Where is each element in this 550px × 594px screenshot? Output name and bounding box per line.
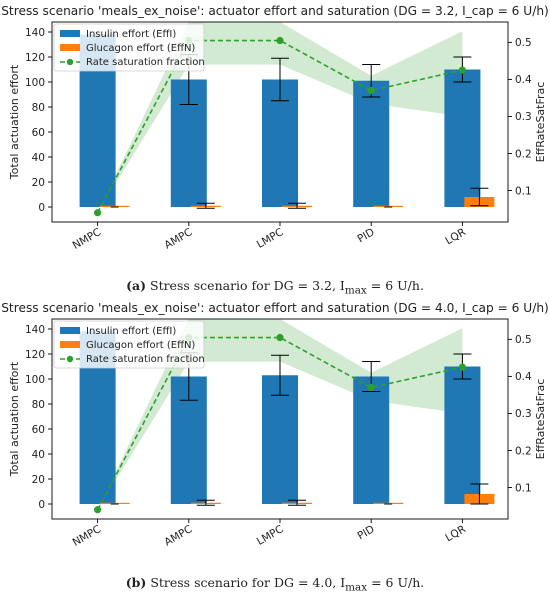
chart-a-ytick-label-140: 140 <box>25 27 45 39</box>
chart-a-ytick-label-120: 120 <box>25 52 45 64</box>
chart-b-ylabel: Total actuation effort <box>8 361 21 477</box>
chart-a-xtick-label-lqr: LQR <box>443 226 468 247</box>
chart-a-legend-insulin-label: Insulin effort (EffI) <box>86 29 176 40</box>
chart-a-xtick-label-nmpc: NMPC <box>71 226 103 252</box>
caption-b-tail: = 6 U/h. <box>367 575 425 590</box>
caption-a: (a) Stress scenario for DG = 3.2, Imax =… <box>0 278 550 297</box>
chart-b-rate-point-nmpc <box>94 506 102 514</box>
chart-b-rate-point-lqr <box>458 363 466 371</box>
chart-b-y2tick-label-0.4: 0.4 <box>515 371 532 383</box>
chart-b-rate-line <box>96 336 463 511</box>
chart-b-ytick-label-120: 120 <box>25 349 45 361</box>
chart-a-xtick-label-pid: PID <box>356 226 377 245</box>
chart-a-glucagon-bar-pid <box>373 205 404 207</box>
chart-a-legend-rate-label: Rate saturation fraction <box>86 57 205 68</box>
chart-b-title: Stress scenario 'meals_ex_noise': actuat… <box>1 301 549 315</box>
chart-a-legend-rate-marker <box>66 58 74 66</box>
chart-b-insulin-bar-pid <box>353 376 390 504</box>
chart-a-rate-point-lmpc <box>276 36 284 45</box>
figure-panel-a: Stress scenario 'meals_ex_noise': actuat… <box>0 4 550 297</box>
figure-panel-b: Stress scenario 'meals_ex_noise': actuat… <box>0 297 550 594</box>
chart-b-legend-rate-label: Rate saturation fraction <box>86 354 205 365</box>
chart-a-y2tick-label-0.1: 0.1 <box>515 185 532 197</box>
chart-a-legend-box <box>53 23 205 72</box>
chart-a-ytick-label-0: 0 <box>38 202 45 214</box>
chart-a-rate-point-lqr <box>458 66 466 74</box>
chart-a-legend-glucagon-label: Glucagon effort (EffN) <box>86 43 195 54</box>
chart-a-ytick-label-100: 100 <box>25 77 45 89</box>
chart-b-rate-point-pid <box>367 383 375 392</box>
chart-b-legend-box <box>53 320 205 369</box>
chart-b-xtick-label-ampc: AMPC <box>162 523 194 548</box>
chart-b-glucagon-bar-pid <box>373 502 404 504</box>
chart-b-legend-glucagon-label: Glucagon effort (EffN) <box>86 340 195 351</box>
chart-a-title: Stress scenario 'meals_ex_noise': actuat… <box>1 4 549 18</box>
caption-b-text: Stress scenario for DG = 4.0, I <box>150 575 346 590</box>
caption-b: (b) Stress scenario for DG = 4.0, Imax =… <box>0 575 550 594</box>
chart-b-ytick-label-100: 100 <box>25 374 45 386</box>
chart-b-insulin-bar-lqr <box>444 366 481 504</box>
chart-b-y2tick-label-0.3: 0.3 <box>515 408 532 420</box>
chart-a-xtick-label-lmpc: LMPC <box>255 226 286 251</box>
chart-b-legend-rate-marker <box>66 355 74 363</box>
chart-b-legend-glucagon-swatch <box>60 341 80 348</box>
caption-a-tag: (a) <box>126 278 147 293</box>
chart-a-ylabel: Total actuation effort <box>8 64 21 180</box>
chart-b-ytick-label-40: 40 <box>32 449 45 461</box>
chart-a-y2tick-label-0.3: 0.3 <box>515 111 532 123</box>
chart-a-rate-point-nmpc <box>94 209 102 217</box>
chart-a-ytick-label-20: 20 <box>32 177 45 189</box>
chart-b-legend-insulin-label: Insulin effort (EffI) <box>86 326 176 337</box>
chart-a: Stress scenario 'meals_ex_noise': actuat… <box>1 4 549 252</box>
chart-b-ylabel-right: EffRateSatFrac <box>534 379 547 460</box>
chart-a-legend-insulin-swatch <box>60 30 80 37</box>
chart-a-y2tick-label-0.4: 0.4 <box>515 74 532 86</box>
chart-b-y2tick-label-0.1: 0.1 <box>515 482 532 494</box>
chart-b-insulin-bar-lmpc <box>262 375 298 504</box>
chart-b-ytick-label-80: 80 <box>32 399 45 411</box>
chart-b: Stress scenario 'meals_ex_noise': actuat… <box>1 301 549 549</box>
chart-a-y2tick-label-0.2: 0.2 <box>515 148 532 160</box>
chart-b-glucagon-bar-nmpc <box>99 502 130 504</box>
caption-a-tail: = 6 U/h. <box>366 278 424 293</box>
chart-a-ytick-label-80: 80 <box>32 102 45 114</box>
chart-a-insulin-bar-pid <box>353 80 390 207</box>
chart-b-xtick-label-lqr: LQR <box>443 523 468 544</box>
chart-a-xtick-label-ampc: AMPC <box>162 226 194 251</box>
chart-b-y2tick-label-0.2: 0.2 <box>515 445 532 457</box>
chart-b-ytick-label-0: 0 <box>38 499 45 511</box>
chart-a-insulin-bar-lqr <box>444 69 481 207</box>
chart-a-y2tick-label-0.5: 0.5 <box>515 37 532 49</box>
chart-b-ytick-label-60: 60 <box>32 424 45 436</box>
chart-b-ytick-label-140: 140 <box>25 324 45 336</box>
chart-b-ytick-label-20: 20 <box>32 474 45 486</box>
caption-a-sub: max <box>344 284 367 297</box>
chart-b-xtick-label-nmpc: NMPC <box>71 523 103 549</box>
chart-b-xtick-label-lmpc: LMPC <box>255 523 286 548</box>
caption-b-tag: (b) <box>125 575 147 590</box>
chart-a-ytick-label-60: 60 <box>32 127 45 139</box>
chart-b-legend-insulin-swatch <box>60 327 80 334</box>
caption-a-text: Stress scenario for DG = 3.2, I <box>150 278 345 293</box>
chart-a-rate-line <box>96 39 463 214</box>
chart-a-ytick-label-40: 40 <box>32 152 45 164</box>
caption-b-sub: max <box>345 581 368 594</box>
chart-a-rate-point-pid <box>367 86 375 95</box>
chart-a-ylabel-right: EffRateSatFrac <box>534 82 547 163</box>
chart-a-legend-glucagon-swatch <box>60 44 80 51</box>
chart-b-xtick-label-pid: PID <box>356 523 377 542</box>
chart-a-glucagon-bar-nmpc <box>99 205 130 207</box>
chart-b-y2tick-label-0.5: 0.5 <box>515 334 532 346</box>
chart-b-rate-point-lmpc <box>276 333 284 342</box>
